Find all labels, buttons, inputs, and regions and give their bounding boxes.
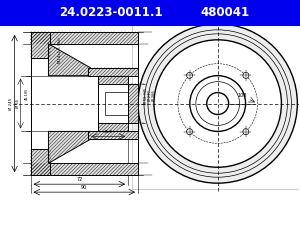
Circle shape — [243, 129, 249, 135]
Polygon shape — [128, 84, 138, 124]
Bar — [48, 44, 50, 163]
Bar — [132, 18, 300, 189]
Bar — [105, 92, 128, 115]
Bar — [105, 92, 128, 115]
Text: 45.185: 45.185 — [25, 87, 28, 99]
Circle shape — [187, 129, 193, 135]
Polygon shape — [88, 131, 138, 139]
Polygon shape — [31, 32, 138, 44]
Text: 90: 90 — [81, 185, 87, 190]
Circle shape — [187, 72, 193, 78]
Bar — [98, 84, 128, 124]
Text: Ø 55: Ø 55 — [16, 99, 20, 108]
Polygon shape — [48, 131, 90, 163]
Circle shape — [154, 40, 281, 167]
Text: 480041: 480041 — [200, 7, 250, 19]
Polygon shape — [88, 68, 138, 76]
Text: 72: 72 — [76, 177, 83, 182]
Text: Ø 230: Ø 230 — [148, 90, 152, 101]
Bar — [98, 84, 128, 124]
Text: 24.0223-0011.1: 24.0223-0011.1 — [59, 7, 163, 19]
Circle shape — [243, 72, 249, 78]
Text: 108: 108 — [238, 92, 247, 98]
Text: Ø 50.345: Ø 50.345 — [144, 88, 148, 104]
Polygon shape — [48, 44, 90, 76]
Polygon shape — [31, 163, 138, 175]
Text: ATE: ATE — [132, 99, 218, 142]
Text: 45,8: 45,8 — [104, 130, 113, 134]
Polygon shape — [31, 149, 50, 175]
Polygon shape — [98, 76, 128, 84]
Polygon shape — [31, 32, 50, 58]
Text: Ø 245: Ø 245 — [9, 97, 13, 110]
Polygon shape — [98, 124, 128, 131]
Text: M14x1,5 (4x): M14x1,5 (4x) — [58, 37, 62, 63]
Text: Ø 266: Ø 266 — [152, 90, 156, 101]
Circle shape — [138, 24, 297, 183]
